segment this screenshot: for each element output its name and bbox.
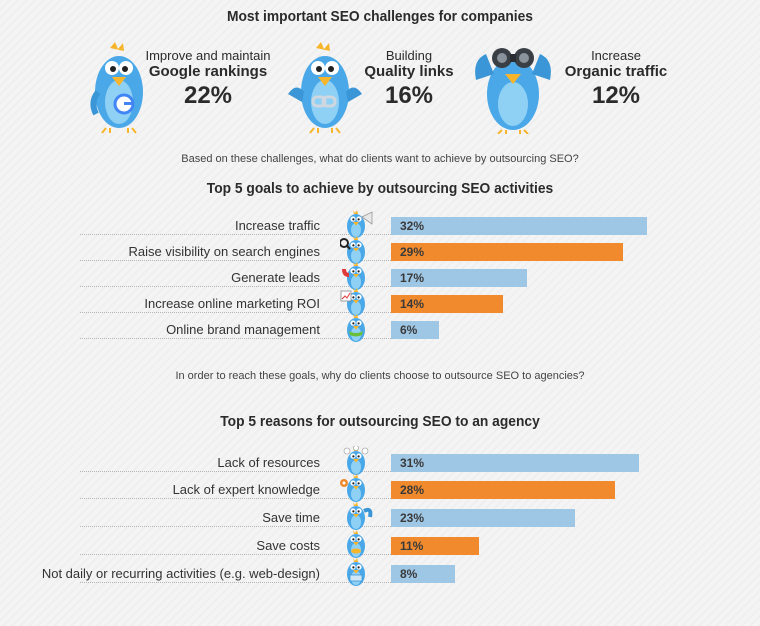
bar bbox=[391, 217, 647, 235]
bar bbox=[391, 243, 623, 261]
bar bbox=[391, 565, 455, 583]
question-reasons: In order to reach these goals, why do cl… bbox=[175, 370, 585, 382]
row-divider bbox=[80, 234, 391, 235]
mascot-lightbulb-icon bbox=[340, 445, 374, 483]
bar bbox=[391, 481, 615, 499]
question-goals: Based on these challenges, what do clien… bbox=[181, 153, 579, 165]
row-divider bbox=[80, 498, 391, 499]
mascot-gears-icon bbox=[340, 473, 374, 510]
row-divider bbox=[80, 526, 391, 527]
bar bbox=[391, 269, 527, 287]
bar bbox=[391, 509, 575, 527]
category-label: Online brand management bbox=[166, 322, 320, 337]
bar-value-label: 28% bbox=[400, 483, 425, 497]
bird-google-icon bbox=[90, 42, 143, 134]
row-divider bbox=[80, 554, 391, 555]
stat-line2: Organic traffic bbox=[564, 63, 668, 80]
bar-value-label: 8% bbox=[400, 567, 418, 581]
mascot-laptop-icon bbox=[340, 557, 374, 594]
stat-percent: 12% bbox=[591, 82, 641, 109]
bar-value-label: 31% bbox=[400, 456, 425, 470]
stat-organic-traffic: Increase Organic traffic 12% bbox=[541, 48, 691, 111]
row-divider bbox=[80, 286, 391, 287]
category-label: Lack of expert knowledge bbox=[172, 482, 320, 497]
category-label: Raise visibility on search engines bbox=[128, 244, 320, 259]
row-divider bbox=[80, 338, 391, 339]
category-label: Not daily or recurring activities (e.g. … bbox=[41, 566, 320, 581]
row-divider bbox=[80, 471, 391, 472]
row-divider bbox=[80, 312, 391, 313]
category-label: Save time bbox=[262, 510, 320, 525]
bar-value-label: 11% bbox=[400, 539, 424, 553]
header-title: Most important SEO challenges for compan… bbox=[227, 8, 533, 25]
bird-links-icon bbox=[288, 42, 362, 134]
mascot-clock-icon bbox=[340, 501, 374, 538]
bar bbox=[391, 537, 479, 555]
mascot-magnet-icon bbox=[340, 261, 374, 298]
bar bbox=[391, 321, 439, 339]
bar bbox=[391, 454, 639, 472]
bar-value-label: 23% bbox=[400, 511, 425, 525]
bar-value-label: 14% bbox=[400, 297, 425, 311]
goals-chart-title: Top 5 goals to achieve by outsourcing SE… bbox=[206, 180, 554, 197]
bar-value-label: 29% bbox=[400, 245, 425, 259]
stat-percent: 16% bbox=[384, 82, 434, 109]
bar-value-label: 32% bbox=[400, 219, 425, 233]
stat-quality-links: Building Quality links 16% bbox=[334, 48, 484, 111]
bird-binoculars-icon bbox=[475, 48, 551, 134]
stat-line2: Google rankings bbox=[148, 63, 268, 80]
stat-line1: Increase bbox=[591, 48, 641, 63]
category-label: Generate leads bbox=[231, 270, 320, 285]
stat-line2: Quality links bbox=[364, 63, 454, 80]
bar-value-label: 6% bbox=[400, 323, 418, 337]
mascot-scarf-icon bbox=[340, 313, 374, 350]
category-label: Save costs bbox=[256, 538, 320, 553]
category-label: Lack of resources bbox=[217, 455, 320, 470]
category-label: Increase traffic bbox=[234, 218, 320, 233]
mascot-chart-icon bbox=[340, 287, 374, 324]
stat-google-rankings: Improve and maintain Google rankings 22% bbox=[133, 48, 283, 111]
mascot-megaphone-icon bbox=[340, 209, 374, 246]
stat-line1: Building bbox=[385, 48, 433, 63]
row-divider bbox=[80, 260, 391, 261]
stat-percent: 22% bbox=[183, 82, 233, 109]
stat-line1: Improve and maintain bbox=[145, 48, 271, 63]
bar bbox=[391, 295, 503, 313]
mascot-piggy-icon bbox=[340, 529, 374, 566]
category-label: Increase online marketing ROI bbox=[144, 296, 320, 311]
mascot-magnifier-icon bbox=[339, 235, 374, 272]
reasons-chart-title: Top 5 reasons for outsourcing SEO to an … bbox=[220, 413, 540, 430]
row-divider bbox=[80, 582, 391, 583]
bar-value-label: 17% bbox=[400, 271, 425, 285]
